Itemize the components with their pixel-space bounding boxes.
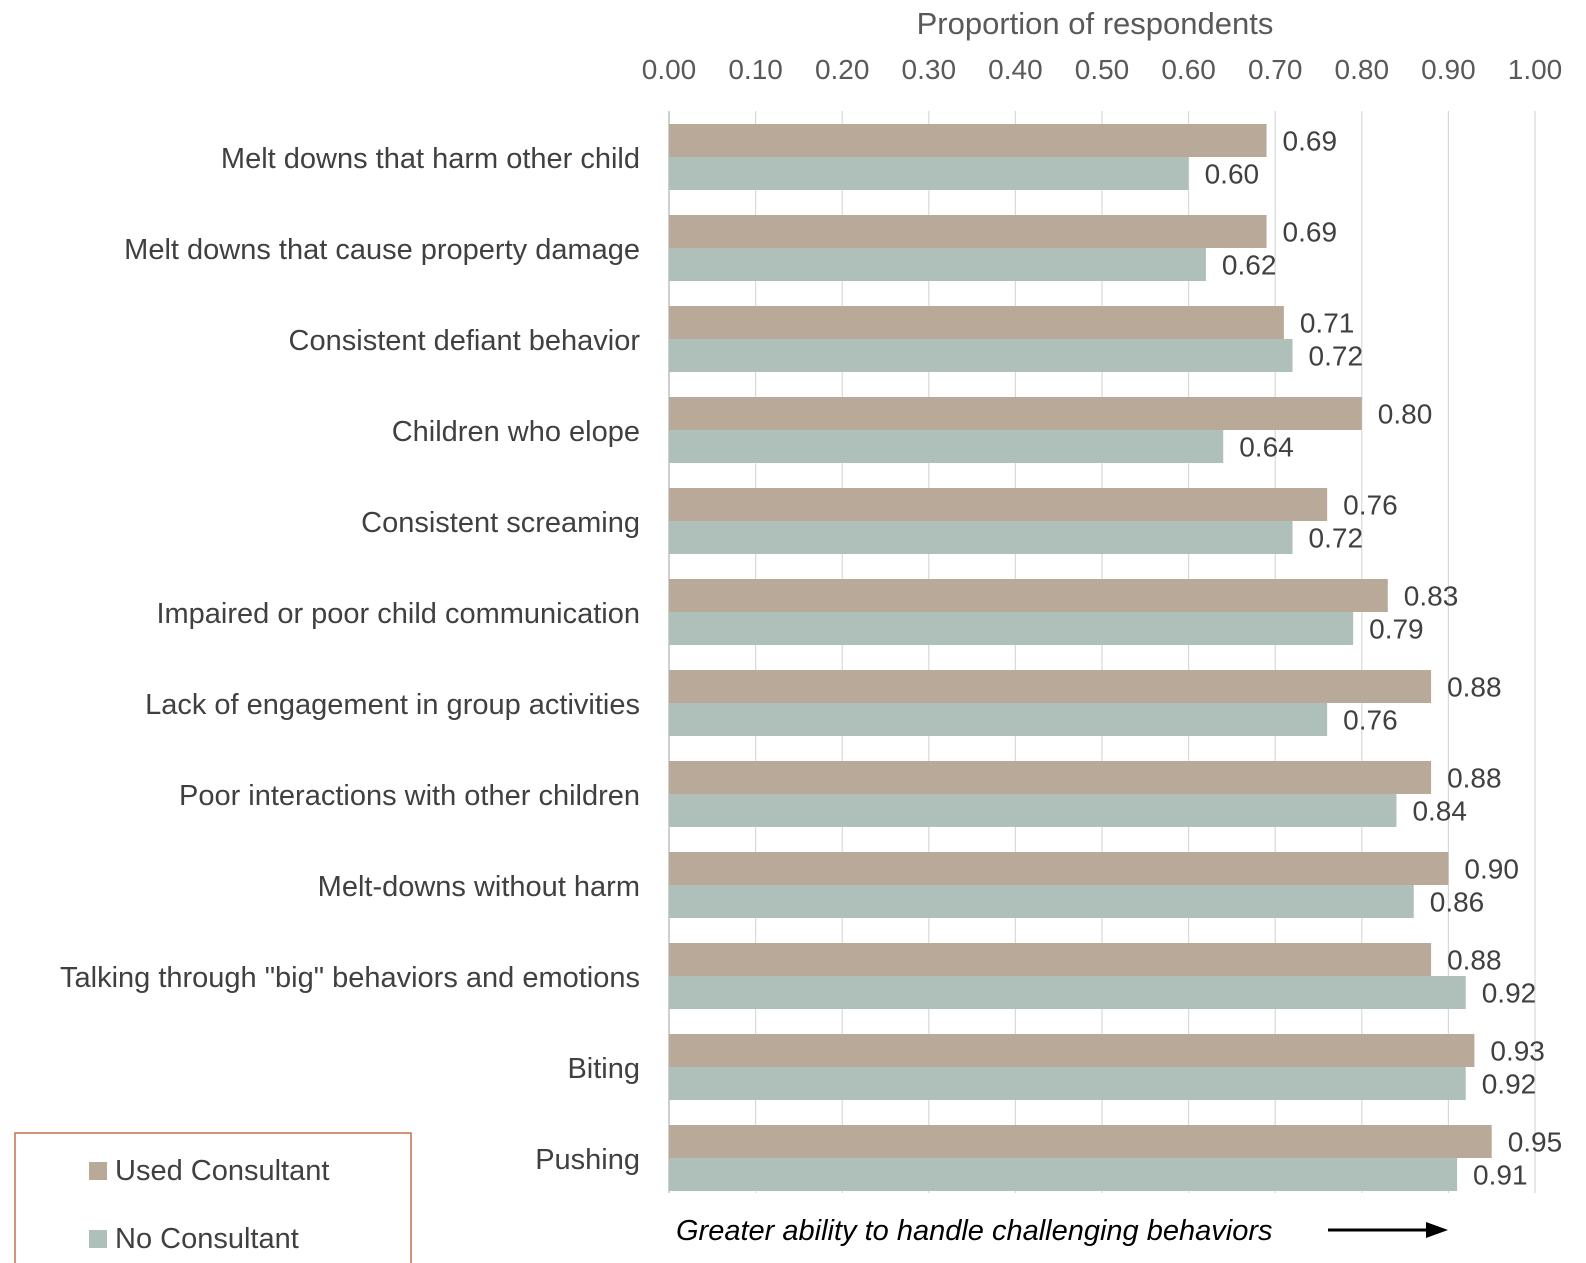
data-label: 0.91 [1473,1160,1528,1191]
data-label: 0.95 [1508,1127,1563,1158]
x-tick-label: 0.00 [642,54,697,85]
data-label: 0.83 [1404,581,1459,612]
data-label: 0.88 [1447,945,1502,976]
x-tick-label: 0.60 [1161,54,1216,85]
x-tick-label: 0.20 [815,54,870,85]
data-label: 0.79 [1369,614,1424,645]
x-tick-label: 0.30 [902,54,957,85]
category-label: Melt downs that cause property damage [124,234,640,266]
category-label: Talking through "big" behaviors and emot… [60,962,640,994]
annotation-text: Greater ability to handle challenging be… [676,1215,1272,1247]
x-tick-label: 0.50 [1075,54,1130,85]
category-label: Melt downs that harm other child [221,143,640,175]
legend-swatch-used [89,1162,107,1180]
bar-used-consultant [669,397,1362,430]
bar-used-consultant [669,852,1449,885]
legend: Used Consultant No Consultant [14,1132,412,1263]
bar-no-consultant [669,794,1397,827]
bar-no-consultant [669,703,1328,736]
bar-used-consultant [669,124,1267,157]
bar-no-consultant [669,248,1206,281]
data-label: 0.93 [1490,1036,1545,1067]
bar-used-consultant [669,488,1328,521]
x-tick-label: 0.40 [988,54,1043,85]
x-axis-title: Proportion of respondents [917,6,1274,41]
legend-label-none: No Consultant [115,1223,299,1255]
x-tick-label: 0.80 [1335,54,1390,85]
category-label: Poor interactions with other children [179,780,640,812]
legend-box [14,1132,412,1263]
bar-no-consultant [669,430,1224,463]
bar-used-consultant [669,306,1284,339]
data-label: 0.62 [1222,250,1277,281]
bar-no-consultant [669,339,1293,372]
legend-swatch-none [89,1230,107,1248]
x-tick-label: 0.10 [728,54,783,85]
bar-no-consultant [669,521,1293,554]
bar-used-consultant [669,670,1432,703]
legend-label-used: Used Consultant [115,1155,329,1187]
x-tick-label: 1.00 [1508,54,1563,85]
data-label: 0.90 [1464,854,1519,885]
arrow-head-icon [1426,1222,1448,1238]
data-label: 0.92 [1482,1069,1537,1100]
data-label: 0.88 [1447,763,1502,794]
data-label: 0.76 [1343,705,1398,736]
category-label: Consistent screaming [361,507,640,539]
data-label: 0.69 [1283,217,1338,248]
data-label: 0.88 [1447,672,1502,703]
bar-no-consultant [669,612,1354,645]
category-label: Impaired or poor child communication [156,598,640,630]
data-label: 0.69 [1283,126,1338,157]
bar-no-consultant [669,976,1466,1009]
category-label: Melt-downs without harm [318,871,640,903]
data-label: 0.76 [1343,490,1398,521]
bar-no-consultant [669,157,1189,190]
bar-no-consultant [669,1158,1458,1191]
x-tick-label: 0.70 [1248,54,1303,85]
bar-no-consultant [669,885,1414,918]
category-label: Pushing [535,1144,640,1176]
bar-used-consultant [669,943,1432,976]
annotation: Greater ability to handle challenging be… [676,1215,1448,1247]
data-label: 0.64 [1239,432,1294,463]
bar-used-consultant [669,215,1267,248]
data-label: 0.92 [1482,978,1537,1009]
data-label: 0.72 [1309,341,1364,372]
x-tick-label: 0.90 [1421,54,1476,85]
category-label: Children who elope [392,416,640,448]
bar-used-consultant [669,1125,1492,1158]
bar-no-consultant [669,1067,1466,1100]
category-label: Consistent defiant behavior [289,325,641,357]
category-label: Lack of engagement in group activities [145,689,640,721]
data-label: 0.84 [1412,796,1467,827]
data-label: 0.71 [1300,308,1355,339]
category-label: Biting [567,1053,640,1085]
bar-used-consultant [669,1034,1475,1067]
data-label: 0.80 [1378,399,1433,430]
data-label: 0.72 [1309,523,1364,554]
bar-used-consultant [669,761,1432,794]
data-label: 0.86 [1430,887,1485,918]
bar-used-consultant [669,579,1388,612]
data-label: 0.60 [1205,159,1260,190]
